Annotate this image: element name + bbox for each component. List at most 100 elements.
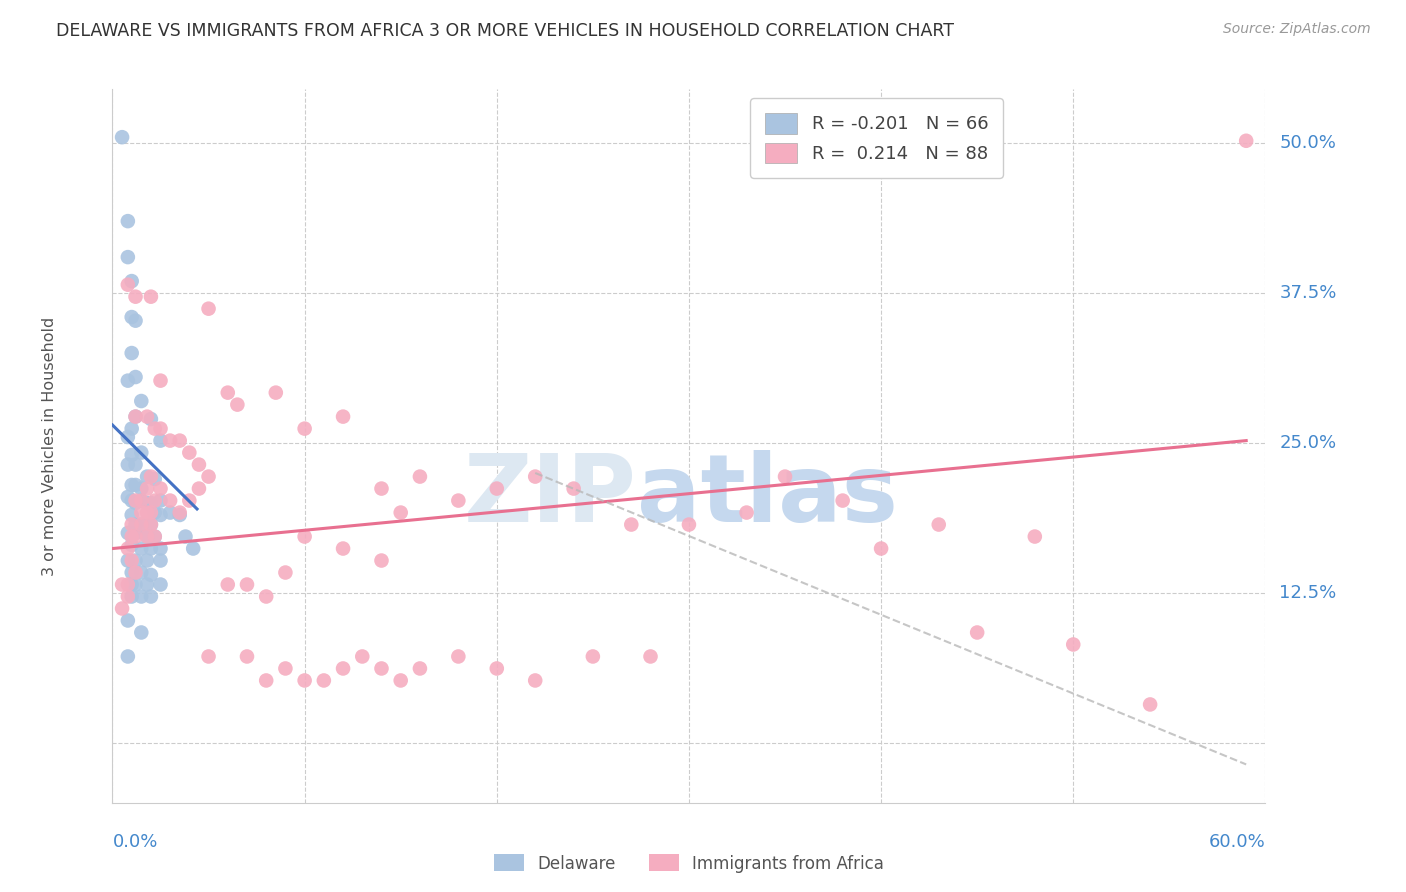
Point bbox=[149, 508, 172, 522]
Point bbox=[179, 493, 201, 508]
Point bbox=[294, 530, 316, 544]
Text: atlas: atlas bbox=[637, 450, 898, 542]
Point bbox=[117, 590, 139, 604]
Point bbox=[485, 661, 508, 675]
Point bbox=[179, 445, 201, 459]
Point bbox=[136, 506, 159, 520]
Point bbox=[524, 673, 547, 688]
Point bbox=[1234, 134, 1257, 148]
Point bbox=[294, 422, 316, 436]
Point bbox=[236, 577, 259, 591]
Point bbox=[139, 517, 162, 532]
Point bbox=[139, 290, 162, 304]
Point bbox=[143, 530, 166, 544]
Point bbox=[117, 553, 139, 567]
Text: 0.0%: 0.0% bbox=[112, 833, 157, 851]
Point bbox=[117, 214, 139, 228]
Point bbox=[121, 538, 143, 552]
Point bbox=[582, 649, 605, 664]
Point bbox=[143, 472, 166, 486]
Point bbox=[136, 577, 159, 591]
Point bbox=[111, 601, 134, 615]
Point bbox=[169, 506, 191, 520]
Point bbox=[169, 508, 191, 522]
Point bbox=[143, 530, 166, 544]
Point bbox=[274, 661, 297, 675]
Point bbox=[181, 541, 204, 556]
Point bbox=[524, 469, 547, 483]
Point bbox=[129, 482, 153, 496]
Point bbox=[124, 458, 146, 472]
Text: 12.5%: 12.5% bbox=[1279, 584, 1337, 602]
Point bbox=[217, 577, 239, 591]
Point bbox=[124, 577, 146, 591]
Point bbox=[121, 577, 143, 591]
Point bbox=[124, 553, 146, 567]
Point bbox=[117, 490, 139, 504]
Point bbox=[129, 493, 153, 508]
Point bbox=[312, 673, 335, 688]
Point bbox=[139, 496, 162, 510]
Point bbox=[139, 590, 162, 604]
Point bbox=[149, 577, 172, 591]
Point bbox=[117, 458, 139, 472]
Point bbox=[124, 409, 146, 424]
Point bbox=[620, 517, 643, 532]
Point bbox=[117, 430, 139, 444]
Point bbox=[928, 517, 950, 532]
Point bbox=[121, 566, 143, 580]
Point bbox=[124, 493, 146, 508]
Point bbox=[254, 590, 277, 604]
Point bbox=[121, 448, 143, 462]
Point bbox=[124, 525, 146, 540]
Point bbox=[136, 553, 159, 567]
Point bbox=[121, 553, 143, 567]
Point bbox=[121, 530, 143, 544]
Point bbox=[370, 482, 392, 496]
Point bbox=[409, 469, 432, 483]
Point bbox=[149, 482, 172, 496]
Point bbox=[117, 277, 139, 292]
Point bbox=[169, 434, 191, 448]
Point bbox=[139, 568, 162, 582]
Point bbox=[197, 301, 219, 316]
Legend: Delaware, Immigrants from Africa: Delaware, Immigrants from Africa bbox=[486, 847, 891, 880]
Point bbox=[129, 394, 153, 409]
Point bbox=[332, 661, 354, 675]
Point bbox=[149, 374, 172, 388]
Point bbox=[124, 478, 146, 492]
Point bbox=[129, 493, 153, 508]
Point bbox=[197, 649, 219, 664]
Point bbox=[217, 385, 239, 400]
Point bbox=[389, 506, 412, 520]
Point bbox=[129, 506, 153, 520]
Point bbox=[136, 496, 159, 510]
Point bbox=[149, 541, 172, 556]
Point bbox=[136, 482, 159, 496]
Point bbox=[773, 469, 796, 483]
Point bbox=[117, 374, 139, 388]
Point bbox=[136, 469, 159, 483]
Point bbox=[129, 541, 153, 556]
Text: 3 or more Vehicles in Household: 3 or more Vehicles in Household bbox=[42, 317, 56, 575]
Point bbox=[966, 625, 988, 640]
Point bbox=[447, 493, 470, 508]
Point bbox=[139, 469, 162, 483]
Point bbox=[485, 482, 508, 496]
Text: ZIP: ZIP bbox=[464, 450, 637, 542]
Point bbox=[1024, 530, 1046, 544]
Point bbox=[562, 482, 585, 496]
Point bbox=[143, 493, 166, 508]
Point bbox=[139, 541, 162, 556]
Point bbox=[129, 566, 153, 580]
Point bbox=[121, 422, 143, 436]
Legend: R = -0.201   N = 66, R =  0.214   N = 88: R = -0.201 N = 66, R = 0.214 N = 88 bbox=[751, 98, 1002, 178]
Text: 60.0%: 60.0% bbox=[1209, 833, 1265, 851]
Point bbox=[136, 530, 159, 544]
Point bbox=[370, 553, 392, 567]
Point bbox=[149, 434, 172, 448]
Point bbox=[149, 422, 172, 436]
Text: 37.5%: 37.5% bbox=[1279, 284, 1337, 302]
Point bbox=[352, 649, 374, 664]
Point bbox=[117, 525, 139, 540]
